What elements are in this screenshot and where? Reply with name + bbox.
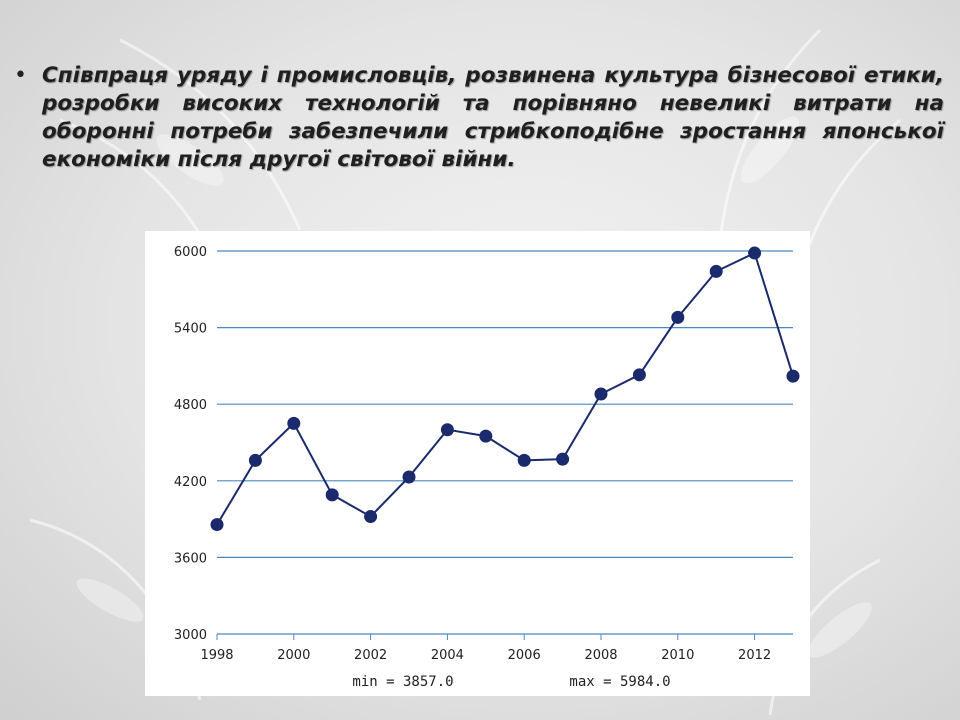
x-tick-label: 2012	[738, 648, 771, 663]
data-point	[364, 510, 378, 524]
data-point	[786, 369, 800, 383]
data-point	[594, 387, 608, 401]
data-point	[325, 488, 339, 502]
data-point	[632, 368, 646, 382]
data-point	[748, 246, 762, 260]
y-tick-label: 6000	[174, 245, 207, 260]
data-point	[517, 453, 531, 467]
x-tick-label: 1998	[200, 648, 233, 663]
data-point	[556, 452, 570, 466]
bullet-marker: •	[14, 63, 27, 88]
data-point	[671, 310, 685, 324]
y-tick-label: 3600	[174, 551, 207, 566]
data-point	[709, 264, 723, 278]
y-tick-label: 4800	[174, 398, 207, 413]
data-point	[248, 453, 262, 467]
min-label: min = 3857.0	[352, 674, 453, 690]
x-tick-label: 2000	[277, 648, 310, 663]
bullet-paragraph: • Співпраця уряду і промисловців, розвин…	[14, 62, 944, 174]
x-tick-label: 2004	[431, 648, 464, 663]
max-label: max = 5984.0	[569, 674, 670, 690]
x-tick-label: 2010	[661, 648, 694, 663]
x-tick-label: 2006	[508, 648, 541, 663]
data-point	[440, 423, 454, 437]
data-point	[402, 470, 416, 484]
y-tick-label: 4200	[174, 475, 207, 490]
slide-text: Співпраця уряду і промисловців, розвинен…	[42, 63, 944, 172]
y-tick-label: 3000	[174, 628, 207, 643]
line-chart: 3000 3600 4200 4800 5400 6000 1998 2000 2002 2004…	[145, 231, 810, 696]
data-point	[210, 518, 224, 532]
data-point	[479, 429, 493, 443]
chart-canvas: 3000 3600 4200 4800 5400 6000 1998 2000 2002 2004…	[174, 245, 800, 690]
data-point	[287, 416, 301, 430]
series-line	[216, 251, 794, 526]
y-tick-label: 5400	[174, 322, 207, 337]
x-tick-label: 2002	[354, 648, 387, 663]
x-tick-label: 2008	[584, 648, 617, 663]
